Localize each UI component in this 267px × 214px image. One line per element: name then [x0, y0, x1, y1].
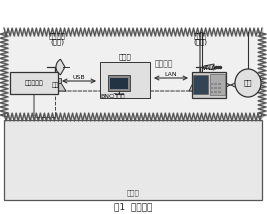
Text: 计算机: 计算机: [119, 54, 131, 60]
Bar: [10, 72, 58, 94]
Bar: [192, 72, 226, 98]
Polygon shape: [189, 83, 211, 91]
Text: LAN: LAN: [165, 71, 177, 76]
Bar: [4, 32, 262, 117]
Text: USB: USB: [73, 74, 85, 79]
Text: 图1  系统组成: 图1 系统组成: [114, 202, 153, 211]
Bar: [108, 75, 130, 91]
Text: BNC同轴线: BNC同轴线: [101, 93, 125, 99]
Bar: [214, 86, 217, 89]
Polygon shape: [49, 78, 61, 83]
Text: (发射): (发射): [193, 39, 207, 45]
Text: 微波暗室: 微波暗室: [155, 60, 173, 69]
Polygon shape: [44, 83, 66, 91]
Bar: [218, 86, 221, 89]
Polygon shape: [193, 78, 207, 83]
Bar: [193, 75, 208, 94]
Text: VNA: VNA: [202, 65, 216, 71]
Bar: [4, 120, 262, 200]
Bar: [210, 91, 213, 93]
Bar: [210, 74, 225, 95]
Bar: [210, 86, 213, 89]
Bar: [100, 62, 150, 98]
Text: 转台控制筱: 转台控制筱: [25, 80, 43, 86]
Polygon shape: [204, 64, 214, 70]
Text: 功放: 功放: [244, 80, 252, 86]
Bar: [210, 83, 213, 85]
Bar: [110, 78, 128, 89]
Text: 源天线: 源天线: [194, 33, 206, 39]
Text: 控制室: 控制室: [127, 190, 139, 196]
Bar: [214, 83, 217, 85]
Text: (接收): (接收): [50, 39, 64, 45]
Wedge shape: [56, 59, 65, 75]
Bar: [214, 91, 217, 93]
Text: 待测天线: 待测天线: [49, 33, 65, 39]
Bar: [218, 91, 221, 93]
Bar: [218, 83, 221, 85]
Ellipse shape: [235, 69, 261, 97]
Text: 转台: 转台: [51, 82, 59, 88]
